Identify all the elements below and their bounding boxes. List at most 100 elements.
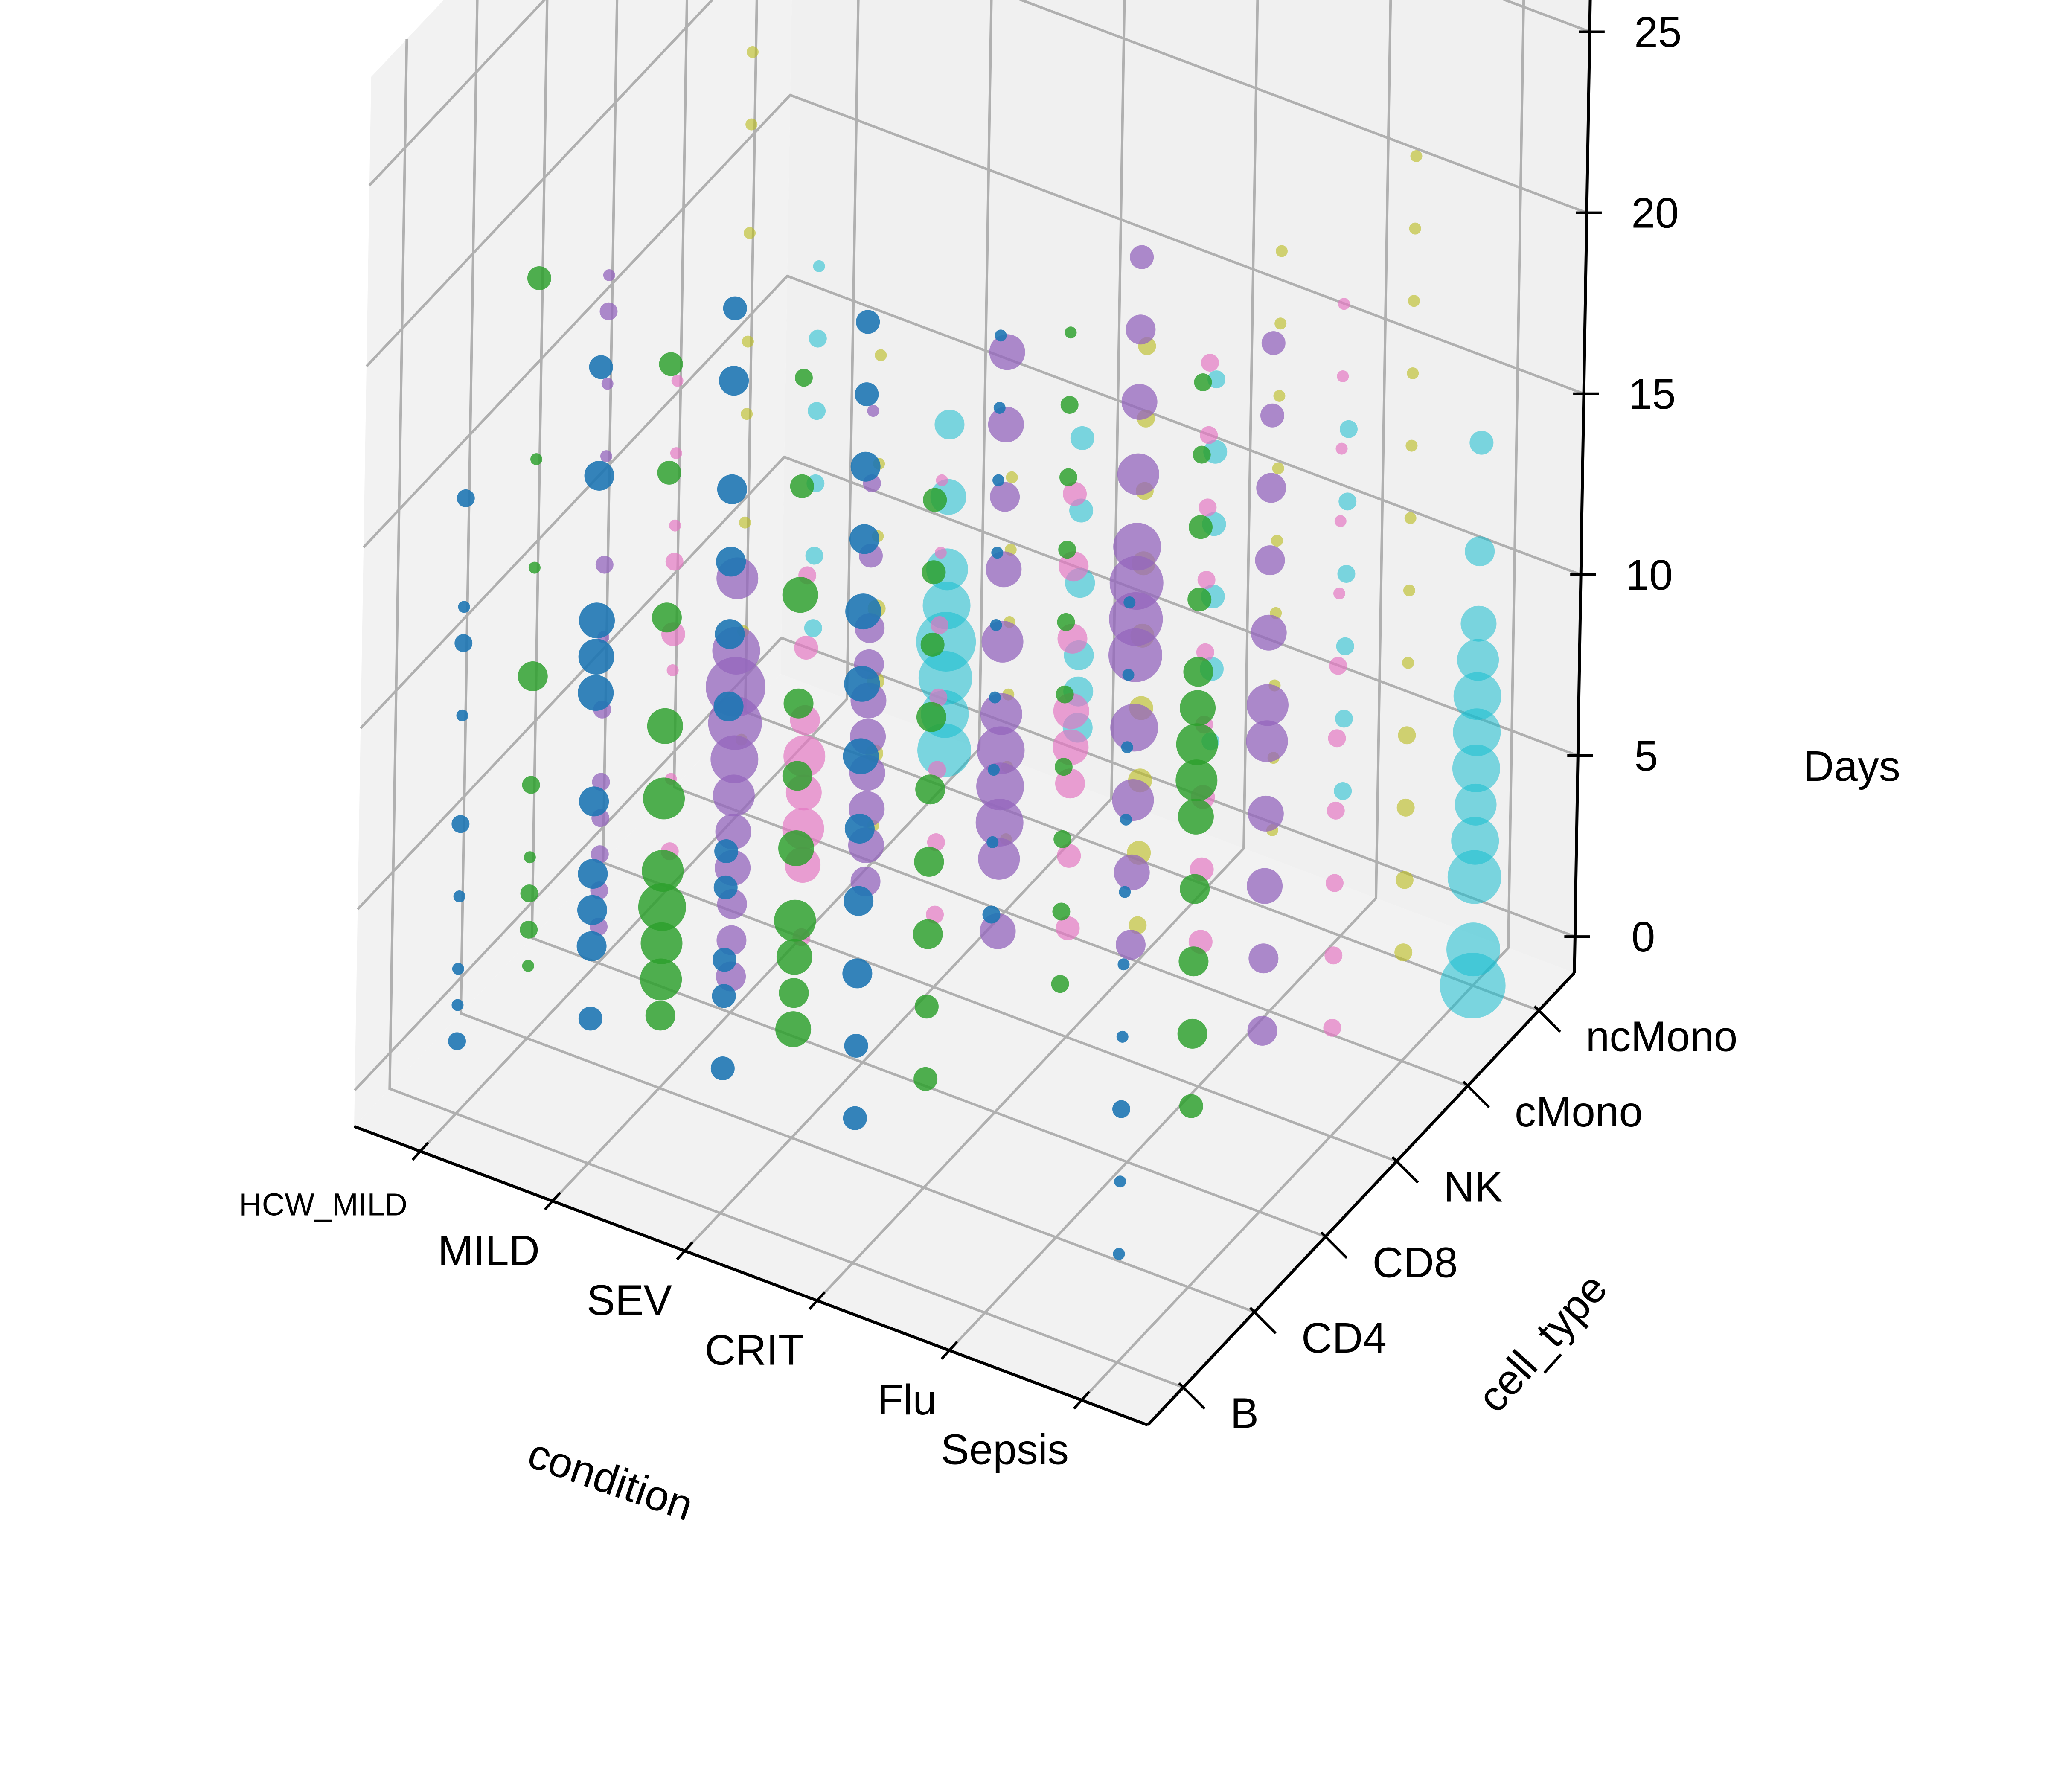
- point-SEV-NK: [929, 688, 948, 707]
- point-Flu-B: [992, 474, 1005, 486]
- point-CRIT-CD4: [914, 995, 939, 1019]
- point-Sepsis-NK: [1335, 442, 1348, 455]
- point-CRIT-NK: [1059, 551, 1089, 582]
- point-Sepsis-B: [1123, 596, 1136, 608]
- grid-z-10: [359, 274, 1582, 729]
- axis-panes: [354, 0, 1591, 1425]
- point-Sepsis-CD4: [1187, 587, 1212, 611]
- point-Sepsis-B: [1121, 741, 1133, 753]
- y-tick-label: ncMono: [1586, 1012, 1738, 1060]
- point-CRIT-CD8: [976, 762, 1024, 811]
- grid-z-5: [357, 455, 1579, 911]
- point-Sepsis-ncMono: [1451, 817, 1499, 865]
- data-points: [448, 46, 1506, 1260]
- point-Sepsis-cMono: [1407, 367, 1419, 379]
- point-HCW_MILD-B: [454, 634, 473, 652]
- point-SEV-NK: [927, 833, 945, 852]
- x-tick-Sepsis: [1073, 1391, 1091, 1410]
- point-CRIT-NK: [1055, 768, 1085, 799]
- point-Sepsis-NK: [1334, 515, 1347, 527]
- point-MILD-cMono: [875, 349, 887, 361]
- point-CRIT-NK: [1053, 729, 1089, 765]
- point-Flu-ncMono: [1337, 565, 1356, 583]
- point-SEV-CD4: [783, 688, 814, 719]
- point-CRIT-CD4: [920, 632, 945, 657]
- point-Sepsis-CD4: [1193, 445, 1211, 464]
- point-HCW_MILD-CD4: [528, 561, 541, 574]
- point-HCW_MILD-CD8: [592, 773, 610, 791]
- x-tick-label: MILD: [438, 1227, 540, 1274]
- point-CRIT-CD4: [916, 702, 946, 732]
- z-tick-label: 10: [1626, 551, 1673, 599]
- point-HCW_MILD-CD8: [601, 378, 614, 390]
- point-MILD-B: [576, 931, 607, 961]
- point-HCW_MILD-B: [452, 963, 464, 975]
- point-HCW_MILD-CD8: [603, 269, 615, 281]
- point-Flu-cMono: [1275, 245, 1288, 257]
- point-HCW_MILD-NK: [665, 553, 684, 571]
- x-tick-label: Sepsis: [941, 1426, 1069, 1474]
- point-MILD-B: [584, 460, 614, 491]
- point-SEV-CD4: [778, 830, 815, 867]
- point-HCW_MILD-NK: [666, 664, 679, 677]
- x-tick-SEV: [676, 1241, 694, 1260]
- point-Sepsis-cMono: [1395, 871, 1414, 889]
- point-Flu-CD4: [1054, 758, 1073, 776]
- grid-x-Flu: [948, 0, 1392, 1352]
- point-MILD-CD4: [642, 850, 684, 892]
- point-Sepsis-CD8: [1256, 473, 1286, 503]
- point-Sepsis-cMono: [1409, 222, 1421, 235]
- point-MILD-B: [589, 355, 613, 379]
- z-tick-label: 0: [1632, 913, 1655, 961]
- point-Flu-CD4: [1053, 830, 1072, 848]
- point-Flu-CD8: [1117, 453, 1159, 495]
- point-Sepsis-ncMono: [1469, 431, 1494, 455]
- point-CRIT-B: [844, 666, 880, 702]
- grid-x-Sepsis: [1080, 0, 1525, 1401]
- point-Flu-CD8: [1113, 523, 1161, 571]
- point-SEV-CD4: [782, 577, 818, 613]
- point-Sepsis-CD8: [1247, 1015, 1277, 1046]
- z-tick-label: 25: [1634, 8, 1681, 56]
- point-HCW_MILD-CD4: [527, 266, 551, 290]
- point-Sepsis-B: [1114, 1175, 1126, 1188]
- y-tick-B: [1178, 1382, 1206, 1410]
- point-MILD-B: [579, 602, 615, 639]
- point-Sepsis-NK: [1337, 370, 1349, 382]
- point-MILD-B: [578, 859, 608, 889]
- point-Flu-ncMono: [1335, 710, 1353, 728]
- grid-z-25: [368, 0, 1590, 186]
- point-Sepsis-CD4: [1175, 759, 1218, 802]
- point-CRIT-CD4: [915, 774, 945, 805]
- point-SEV-B: [717, 474, 747, 504]
- point-SEV-CD4: [790, 474, 814, 498]
- point-CRIT-CD4: [913, 1067, 938, 1091]
- grid-x-CRIT: [816, 0, 1259, 1302]
- point-Flu-CD8: [1112, 779, 1154, 821]
- point-Sepsis-B: [1122, 669, 1135, 681]
- y-tick-label: NK: [1443, 1164, 1503, 1211]
- point-MILD-NK: [794, 636, 818, 660]
- point-Flu-CD4: [1058, 541, 1076, 559]
- point-MILD-ncMono: [934, 410, 965, 440]
- point-Sepsis-CD4: [1180, 690, 1216, 726]
- point-Sepsis-NK: [1324, 946, 1343, 965]
- point-Flu-CD8: [1109, 556, 1164, 610]
- point-Flu-CD8: [1126, 314, 1156, 345]
- point-Sepsis-CD4: [1177, 1018, 1207, 1049]
- point-Sepsis-CD8: [1260, 403, 1285, 428]
- point-SEV-CD4: [779, 978, 809, 1008]
- point-Sepsis-ncMono: [1446, 922, 1501, 977]
- z-axis-line: [1573, 0, 1592, 973]
- point-Sepsis-ncMono: [1453, 672, 1501, 720]
- point-CRIT-B: [842, 958, 873, 989]
- point-HCW_MILD-CD4: [530, 453, 543, 465]
- point-MILD-CD4: [638, 883, 686, 931]
- point-Flu-NK: [1201, 354, 1219, 372]
- point-CRIT-CD8: [977, 726, 1025, 774]
- point-CRIT-ncMono: [1207, 370, 1225, 389]
- point-Flu-B: [990, 619, 1002, 631]
- x-tick-MILD: [544, 1191, 561, 1211]
- point-Sepsis-cMono: [1398, 726, 1416, 745]
- point-Sepsis-NK: [1333, 587, 1346, 599]
